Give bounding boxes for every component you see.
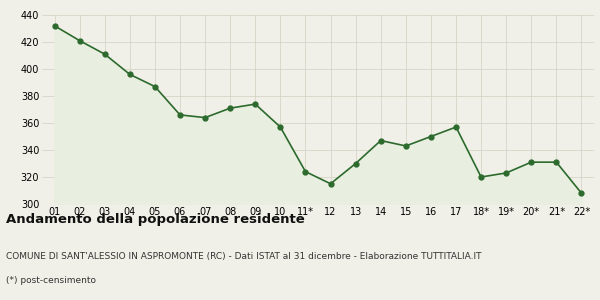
Text: (*) post-censimento: (*) post-censimento [6,276,96,285]
Text: COMUNE DI SANT'ALESSIO IN ASPROMONTE (RC) - Dati ISTAT al 31 dicembre - Elaboraz: COMUNE DI SANT'ALESSIO IN ASPROMONTE (RC… [6,252,482,261]
Text: Andamento della popolazione residente: Andamento della popolazione residente [6,213,305,226]
